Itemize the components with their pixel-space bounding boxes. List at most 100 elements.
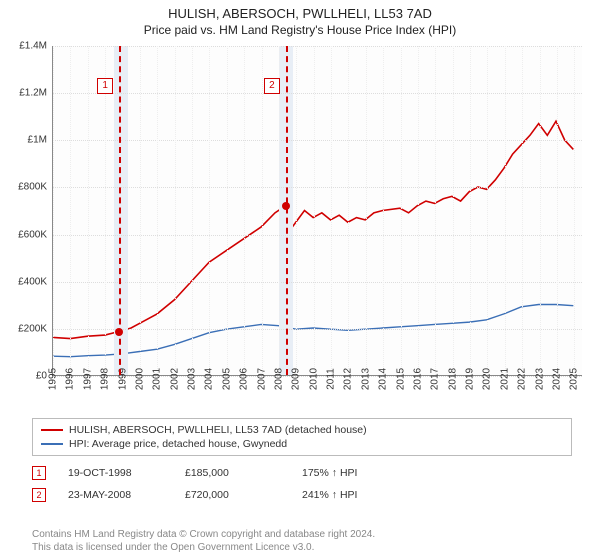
xtick-label: 2022: [517, 368, 528, 390]
event-marker-1: 1: [97, 78, 113, 94]
event-price: £720,000: [185, 489, 280, 501]
gridline-v: [296, 46, 297, 375]
event-marker-2: 2: [264, 78, 280, 94]
legend-item: HULISH, ABERSOCH, PWLLHELI, LL53 7AD (de…: [41, 423, 563, 437]
footer: Contains HM Land Registry data © Crown c…: [32, 528, 572, 554]
xtick-label: 2020: [482, 368, 493, 390]
xtick-label: 2009: [291, 368, 302, 390]
event-hpi: 241% ↑ HPI: [302, 489, 397, 501]
legend-swatch: [41, 443, 63, 445]
xtick-label: 1995: [48, 368, 59, 390]
xtick-label: 2016: [412, 368, 423, 390]
ytick-label: £400K: [18, 276, 47, 287]
plot-area: £0£200K£400K£600K£800K£1M£1.2M£1.4M19951…: [52, 46, 582, 376]
xtick-label: 2015: [395, 368, 406, 390]
gridline-v: [244, 46, 245, 375]
event-row: 2 23-MAY-2008 £720,000 241% ↑ HPI: [32, 488, 572, 502]
xtick-label: 2011: [326, 368, 337, 390]
xtick-label: 2003: [187, 368, 198, 390]
xtick-label: 2017: [430, 368, 441, 390]
gridline-v: [192, 46, 193, 375]
gridline-v: [175, 46, 176, 375]
gridline-v: [505, 46, 506, 375]
gridline-v: [88, 46, 89, 375]
gridline-h: [53, 140, 582, 141]
gridline-v: [105, 46, 106, 375]
event-vline: [119, 46, 121, 375]
gridline-h: [53, 282, 582, 283]
legend-item: HPI: Average price, detached house, Gwyn…: [41, 437, 563, 451]
legend: HULISH, ABERSOCH, PWLLHELI, LL53 7AD (de…: [32, 418, 572, 456]
event-hpi: 175% ↑ HPI: [302, 467, 397, 479]
gridline-v: [557, 46, 558, 375]
xtick-label: 2021: [499, 368, 510, 390]
ytick-label: £200K: [18, 323, 47, 334]
xtick-label: 2006: [239, 368, 250, 390]
xtick-label: 2012: [343, 368, 354, 390]
xtick-label: 2018: [447, 368, 458, 390]
xtick-label: 1997: [82, 368, 93, 390]
xtick-label: 2013: [360, 368, 371, 390]
gridline-v: [522, 46, 523, 375]
xtick-label: 2002: [169, 368, 180, 390]
legend-label: HPI: Average price, detached house, Gwyn…: [69, 438, 287, 450]
gridline-v: [540, 46, 541, 375]
legend-swatch: [41, 429, 63, 431]
event-price: £185,000: [185, 467, 280, 479]
line-layer: [53, 46, 582, 375]
xtick-label: 1996: [65, 368, 76, 390]
event-vline: [286, 46, 288, 375]
event-marker-icon: 2: [32, 488, 46, 502]
xtick-label: 2014: [378, 368, 389, 390]
sale-point: [282, 202, 290, 210]
gridline-h: [53, 93, 582, 94]
event-marker-icon: 1: [32, 466, 46, 480]
gridline-v: [418, 46, 419, 375]
chart-title: HULISH, ABERSOCH, PWLLHELI, LL53 7AD: [0, 0, 600, 21]
xtick-label: 2000: [134, 368, 145, 390]
gridline-v: [383, 46, 384, 375]
xtick-label: 2025: [569, 368, 580, 390]
xtick-label: 2024: [551, 368, 562, 390]
gridline-v: [453, 46, 454, 375]
chart-container: HULISH, ABERSOCH, PWLLHELI, LL53 7AD Pri…: [0, 0, 600, 560]
gridline-v: [209, 46, 210, 375]
legend-label: HULISH, ABERSOCH, PWLLHELI, LL53 7AD (de…: [69, 424, 367, 436]
gridline-v: [262, 46, 263, 375]
gridline-h: [53, 235, 582, 236]
ytick-label: £1.2M: [19, 88, 47, 99]
gridline-v: [123, 46, 124, 375]
xtick-label: 2008: [273, 368, 284, 390]
gridline-v: [314, 46, 315, 375]
footer-line-1: Contains HM Land Registry data © Crown c…: [32, 528, 572, 541]
ytick-label: £600K: [18, 229, 47, 240]
gridline-h: [53, 187, 582, 188]
xtick-label: 2023: [534, 368, 545, 390]
gridline-v: [401, 46, 402, 375]
ytick-label: £0: [36, 371, 47, 382]
xtick-label: 2007: [256, 368, 267, 390]
gridline-h: [53, 329, 582, 330]
ytick-label: £1.4M: [19, 41, 47, 52]
gridline-v: [157, 46, 158, 375]
gridline-v: [227, 46, 228, 375]
gridline-v: [487, 46, 488, 375]
gridline-v: [574, 46, 575, 375]
sale-point: [115, 328, 123, 336]
gridline-v: [435, 46, 436, 375]
gridline-h: [53, 46, 582, 47]
xtick-label: 2010: [308, 368, 319, 390]
footer-line-2: This data is licensed under the Open Gov…: [32, 541, 572, 554]
gridline-v: [53, 46, 54, 375]
gridline-v: [140, 46, 141, 375]
event-row: 119-OCT-1998£185,000175% ↑ HPI: [32, 466, 572, 480]
ytick-label: £800K: [18, 182, 47, 193]
chart-subtitle: Price paid vs. HM Land Registry's House …: [0, 21, 600, 37]
gridline-v: [70, 46, 71, 375]
gridline-v: [366, 46, 367, 375]
gridline-v: [348, 46, 349, 375]
gridline-v: [331, 46, 332, 375]
xtick-label: 2019: [465, 368, 476, 390]
xtick-label: 1998: [100, 368, 111, 390]
event-date: 23-MAY-2008: [68, 489, 163, 501]
